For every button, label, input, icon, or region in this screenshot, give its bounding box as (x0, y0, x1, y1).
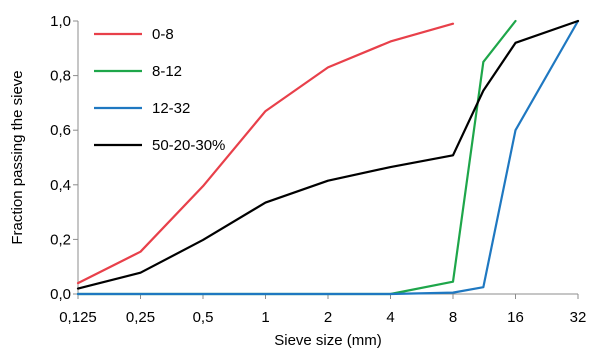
y-tick-label: 0,0 (50, 286, 71, 303)
legend-label: 8-12 (152, 63, 182, 80)
series-line-3 (76, 19, 580, 296)
series-line-1 (76, 22, 455, 285)
y-tick-label: 0,4 (50, 177, 71, 194)
x-tick-label: 0,25 (126, 309, 155, 326)
x-tick-label: 2 (324, 309, 332, 326)
y-axis-title: Fraction passing the sieve (9, 70, 26, 244)
legend-label: 50-20-30% (152, 137, 225, 154)
legend-label: 12-32 (152, 100, 190, 117)
x-tick-label: 1 (261, 309, 269, 326)
x-tick-label: 0,5 (193, 309, 214, 326)
y-tick-label: 0,8 (50, 68, 71, 85)
axes: 0,0 0,2 0,4 0,6 0,8 1,0 0,125 0,25 0,5 1 2 4 8 16 32 (50, 13, 586, 326)
y-tick-label: 0,6 (50, 122, 71, 139)
x-axis-title: Sieve size (mm) (274, 332, 382, 349)
y-tick-label: 0,2 (50, 231, 71, 248)
y-tick-label: 1,0 (50, 13, 71, 30)
legend-label: 0-8 (152, 26, 174, 43)
x-tick-label: 32 (570, 309, 587, 326)
x-tick-label: 16 (507, 309, 524, 326)
series-line-4 (76, 19, 580, 290)
x-tick-label: 0,125 (59, 309, 97, 326)
x-tick-label: 4 (386, 309, 394, 326)
legend: 0-8 8-12 12-32 50-20-30% (94, 26, 225, 154)
series-lines (76, 19, 580, 296)
x-tick-label: 8 (449, 309, 457, 326)
series-line-2 (76, 19, 517, 296)
